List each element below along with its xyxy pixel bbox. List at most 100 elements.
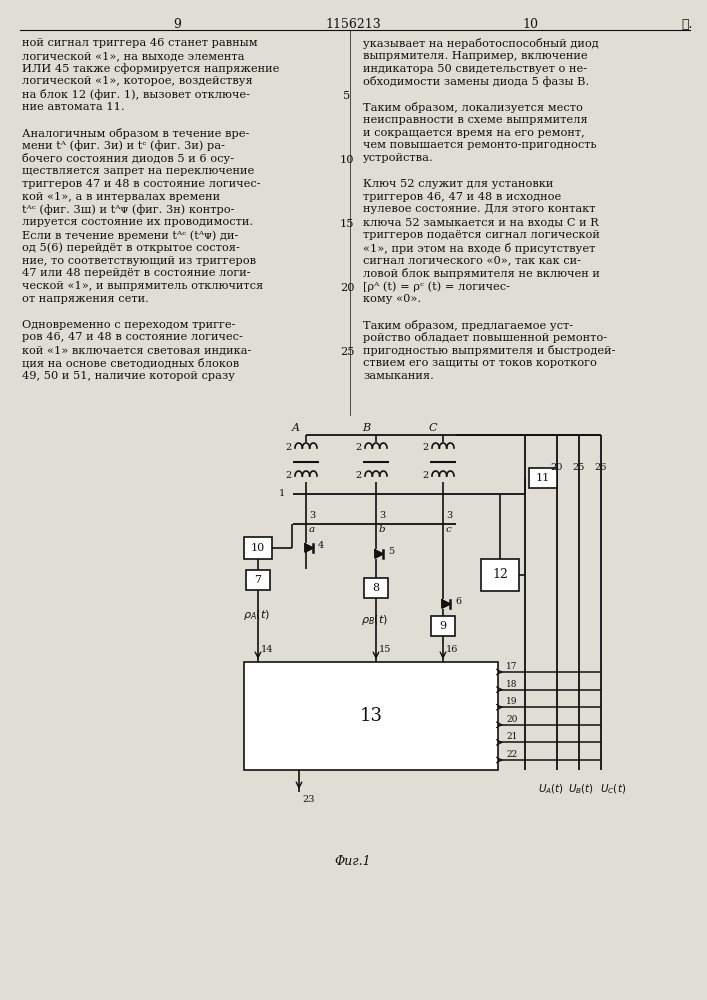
Text: c: c <box>446 526 452 534</box>
Text: 16: 16 <box>446 646 458 654</box>
Text: 12: 12 <box>492 568 508 582</box>
Text: Таким образом, предлагаемое уст-: Таким образом, предлагаемое уст- <box>363 320 573 331</box>
Text: нулевое состояние. Для этого контакт: нулевое состояние. Для этого контакт <box>363 204 595 214</box>
Text: «1», при этом на входе б присутствует: «1», при этом на входе б присутствует <box>363 243 595 254</box>
Text: $U_C(t)$: $U_C(t)$ <box>600 782 626 796</box>
Text: Ключ 52 служит для установки: Ключ 52 служит для установки <box>363 179 554 189</box>
Text: 20: 20 <box>551 463 563 472</box>
Text: 26: 26 <box>595 463 607 472</box>
Text: ной сигнал триггера 46 станет равным: ной сигнал триггера 46 станет равным <box>22 38 257 48</box>
Text: B: B <box>362 423 370 433</box>
Text: 13: 13 <box>359 707 382 725</box>
Text: бочего состояния диодов 5 и 6 осу-: бочего состояния диодов 5 и 6 осу- <box>22 153 234 164</box>
Text: Аналогичным образом в течение вре-: Аналогичным образом в течение вре- <box>22 128 250 139</box>
FancyBboxPatch shape <box>431 616 455 636</box>
Text: ние автомата 11.: ние автомата 11. <box>22 102 124 112</box>
Text: Одновременно с переходом тригге-: Одновременно с переходом тригге- <box>22 320 235 330</box>
Text: триггеров 47 и 48 в состояние логичес-: триггеров 47 и 48 в состояние логичес- <box>22 179 261 189</box>
Text: ческой «1», и выпрямитель отключится: ческой «1», и выпрямитель отключится <box>22 281 263 291</box>
Text: $U_B(t)$: $U_B(t)$ <box>568 782 594 796</box>
Text: 7: 7 <box>255 575 262 585</box>
Text: ловой блок выпрямителя не включен и: ловой блок выпрямителя не включен и <box>363 268 600 279</box>
FancyBboxPatch shape <box>246 570 270 590</box>
Text: 47 или 48 перейдёт в состояние логи-: 47 или 48 перейдёт в состояние логи- <box>22 268 250 278</box>
Text: 21: 21 <box>506 732 518 741</box>
Text: 20: 20 <box>340 283 354 293</box>
Text: ствием его защиты от токов короткого: ствием его защиты от токов короткого <box>363 358 597 368</box>
Text: 3: 3 <box>309 510 315 520</box>
Text: 2: 2 <box>286 472 292 481</box>
Polygon shape <box>442 600 450 608</box>
Text: 9: 9 <box>173 18 181 31</box>
Text: 17: 17 <box>506 662 518 671</box>
Text: [ρᴬ (t) = ρᶜ (t) = логичес-: [ρᴬ (t) = ρᶜ (t) = логичес- <box>363 281 510 292</box>
Text: 15: 15 <box>379 646 392 654</box>
Text: $U_A(t)$: $U_A(t)$ <box>538 782 564 796</box>
Text: неисправности в схеме выпрямителя: неисправности в схеме выпрямителя <box>363 115 588 125</box>
Text: на блок 12 (фиг. 1), вызовет отключе-: на блок 12 (фиг. 1), вызовет отключе- <box>22 89 250 100</box>
Text: 2: 2 <box>423 472 429 481</box>
Text: ров 46, 47 и 48 в состояние логичес-: ров 46, 47 и 48 в состояние логичес- <box>22 332 243 342</box>
Text: 10: 10 <box>340 155 354 165</box>
Text: 19: 19 <box>506 697 518 706</box>
Text: b: b <box>379 526 385 534</box>
Text: 2: 2 <box>286 444 292 452</box>
Text: и сокращается время на его ремонт,: и сокращается время на его ремонт, <box>363 128 585 138</box>
Text: 25: 25 <box>573 463 585 472</box>
Text: 6: 6 <box>455 597 461 606</box>
Text: ★.: ★. <box>682 18 693 31</box>
Polygon shape <box>305 544 313 552</box>
Text: кой «1» включается световая индика-: кой «1» включается световая индика- <box>22 345 252 355</box>
Text: логической «1», которое, воздействуя: логической «1», которое, воздействуя <box>22 76 252 86</box>
Text: индикатора 50 свидетельствует о не-: индикатора 50 свидетельствует о не- <box>363 64 587 74</box>
Text: 49, 50 и 51, наличие которой сразу: 49, 50 и 51, наличие которой сразу <box>22 371 235 381</box>
Text: Таким образом, локализуется место: Таким образом, локализуется место <box>363 102 583 113</box>
Text: чем повышается ремонто-пригодность: чем повышается ремонто-пригодность <box>363 140 597 150</box>
Text: 2: 2 <box>423 444 429 452</box>
Text: указывает на неработоспособный диод: указывает на неработоспособный диод <box>363 38 599 49</box>
Text: 15: 15 <box>340 219 354 229</box>
Text: Φиг.1: Φиг.1 <box>334 855 371 868</box>
Text: ществляется запрет на переключение: ществляется запрет на переключение <box>22 166 255 176</box>
Text: a: a <box>309 526 315 534</box>
Text: 5: 5 <box>388 548 394 556</box>
Text: ИЛИ 45 также сформируется напряжение: ИЛИ 45 также сформируется напряжение <box>22 64 279 74</box>
Text: 5: 5 <box>344 91 351 101</box>
Text: 25: 25 <box>340 347 354 357</box>
Text: 10: 10 <box>251 543 265 553</box>
Text: 22: 22 <box>506 750 518 759</box>
Text: 2: 2 <box>356 472 362 481</box>
Text: выпрямителя. Например, включение: выпрямителя. Например, включение <box>363 51 588 61</box>
Text: 1: 1 <box>279 489 285 498</box>
Text: лируется состояние их проводимости.: лируется состояние их проводимости. <box>22 217 253 227</box>
Text: 2: 2 <box>356 444 362 452</box>
Text: логической «1», на выходе элемента: логической «1», на выходе элемента <box>22 51 245 61</box>
Text: от напряжения сети.: от напряжения сети. <box>22 294 149 304</box>
Text: мени tᴬ (фиг. 3и) и tᶜ (фиг. 3и) ра-: мени tᴬ (фиг. 3и) и tᶜ (фиг. 3и) ра- <box>22 140 225 151</box>
Text: сигнал логического «0», так как си-: сигнал логического «0», так как си- <box>363 256 581 266</box>
Text: пригодностью выпрямителя и быстродей-: пригодностью выпрямителя и быстродей- <box>363 345 616 356</box>
Text: 20: 20 <box>506 715 518 724</box>
Text: 3: 3 <box>379 510 385 520</box>
FancyBboxPatch shape <box>244 537 272 559</box>
Text: 1156213: 1156213 <box>325 18 381 31</box>
Text: tᴬᶜ (фиг. 3ш) и tᴬᴪ (фиг. 3н) контро-: tᴬᶜ (фиг. 3ш) и tᴬᴪ (фиг. 3н) контро- <box>22 204 235 215</box>
Text: $\rho_A(t)$: $\rho_A(t)$ <box>243 608 269 622</box>
Text: 10: 10 <box>522 18 538 31</box>
Polygon shape <box>375 550 383 558</box>
Text: 18: 18 <box>506 680 518 689</box>
Text: 23: 23 <box>302 795 315 804</box>
FancyBboxPatch shape <box>529 468 557 488</box>
FancyBboxPatch shape <box>481 559 519 591</box>
Text: устройства.: устройства. <box>363 153 434 163</box>
Text: триггеров 46, 47 и 48 в исходное: триггеров 46, 47 и 48 в исходное <box>363 192 561 202</box>
Text: 9: 9 <box>440 621 447 631</box>
Text: $\rho_B(t)$: $\rho_B(t)$ <box>361 613 387 627</box>
Text: ция на основе светодиодных блоков: ция на основе светодиодных блоков <box>22 358 239 369</box>
FancyBboxPatch shape <box>244 662 498 770</box>
Text: 4: 4 <box>318 542 325 550</box>
Text: 8: 8 <box>373 583 380 593</box>
Text: 14: 14 <box>261 646 274 654</box>
Text: триггеров подаётся сигнал логической: триггеров подаётся сигнал логической <box>363 230 600 240</box>
Text: ройство обладает повышенной ремонто-: ройство обладает повышенной ремонто- <box>363 332 607 343</box>
